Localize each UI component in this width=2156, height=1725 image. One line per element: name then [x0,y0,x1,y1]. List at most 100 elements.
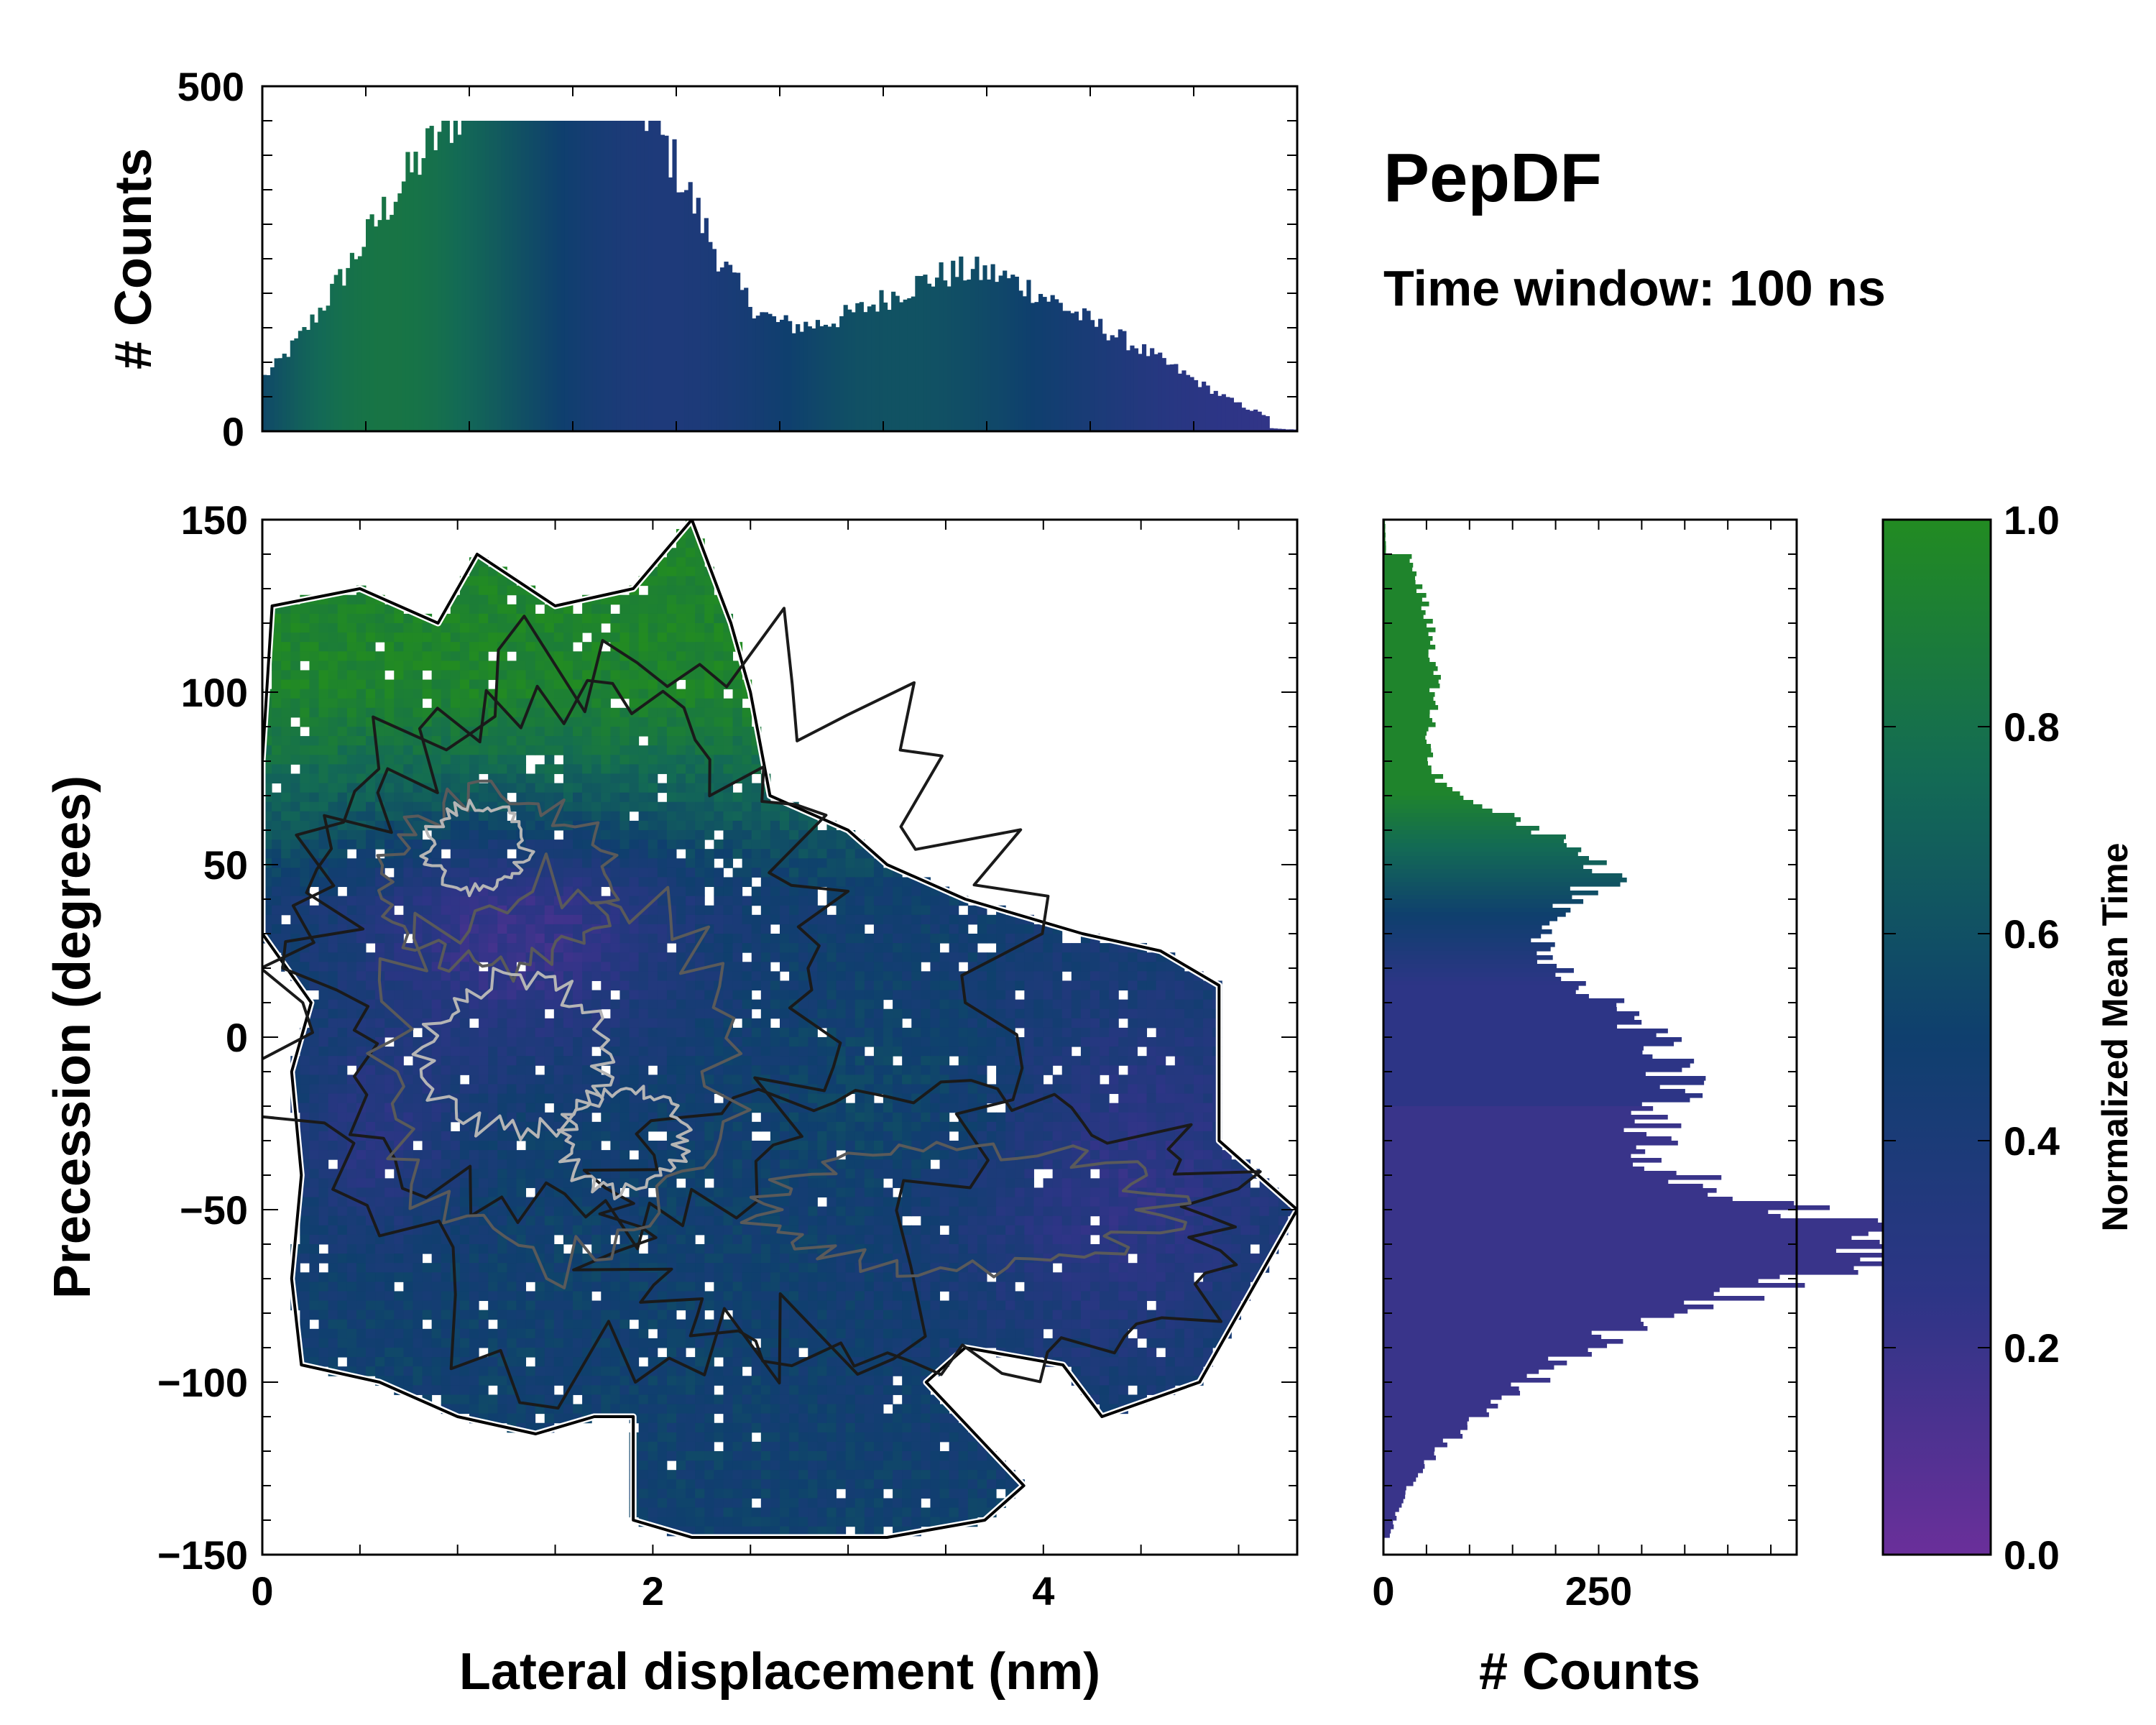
heatmap-cell [573,1075,583,1085]
heatmap-cell [751,820,762,831]
heatmap-cell [723,773,734,784]
heatmap-cell [723,1178,734,1188]
heatmap-cell [300,858,310,868]
heatmap-cell [553,1093,564,1104]
heatmap-cell [657,868,668,878]
heatmap-cell [422,952,433,962]
heatmap-cell [422,801,433,812]
heatmap-cell [479,896,489,906]
heatmap-cell [619,1159,630,1169]
heatmap-cell [704,1046,714,1057]
heatmap-cell [760,1489,771,1499]
heatmap-cell [780,1432,790,1443]
heatmap-cell [751,1046,762,1057]
top-histogram-bar [995,282,1000,431]
heatmap-cell [366,1112,376,1123]
heatmap-cell [573,1244,583,1254]
heatmap-cell [441,1084,451,1095]
heatmap-cell [413,1234,423,1245]
heatmap-cell [281,670,291,681]
heatmap-cell [591,604,602,615]
heatmap-cell [686,840,696,850]
heatmap-cell [525,1056,536,1066]
heatmap-cell [638,801,649,812]
heatmap-cell [441,1376,451,1386]
heatmap-cell [695,811,705,822]
heatmap-cell [610,1385,620,1395]
heatmap-cell [751,1507,762,1518]
heatmap-cell [582,1178,592,1188]
heatmap-cell [375,651,385,661]
heatmap-cell [657,1159,668,1169]
heatmap-cell [619,632,630,643]
heatmap-cell [732,811,743,822]
heatmap-cell [686,1451,696,1461]
heatmap-cell [366,1187,376,1198]
heatmap-cell [384,1215,395,1226]
heatmap-cell [328,952,338,962]
heatmap-cell [516,1187,527,1198]
heatmap-cell [375,727,385,737]
heatmap-cell [441,1056,451,1066]
heatmap-cell [676,736,686,746]
heatmap-cell [629,1065,640,1075]
heatmap-cell [619,707,630,718]
heatmap-cell [366,1159,376,1169]
heatmap-cell [535,792,545,803]
heatmap-cell [695,689,705,699]
heatmap-cell [695,999,705,1010]
heatmap-cell [488,934,498,944]
heatmap-cell [723,1385,734,1395]
heatmap-cell [723,1254,734,1264]
heatmap-cell [394,613,404,624]
heatmap-cell [666,1206,677,1217]
heatmap-cell [610,1197,620,1208]
heatmap-cell [638,999,649,1010]
heatmap-cell [638,1159,649,1169]
heatmap-cell [732,1027,743,1038]
heatmap-cell [300,613,310,624]
heatmap-cell [375,689,385,699]
heatmap-cell [394,1376,404,1386]
heatmap-cell [422,868,433,878]
heatmap-cell [356,877,367,888]
heatmap-cell [346,1206,357,1217]
heatmap-cell [469,717,479,727]
top-histogram-bar [1010,275,1015,431]
heatmap-cell [309,661,320,671]
top-histogram-bar [1074,311,1079,431]
heatmap-cell [328,1197,338,1208]
heatmap-cell [516,707,527,718]
top-histogram-bar [1174,364,1179,431]
heatmap-cell [648,1121,658,1132]
heatmap-cell [516,924,527,934]
heatmap-cell [413,1056,423,1066]
heatmap-cell [638,1027,649,1038]
heatmap-cell [318,604,329,615]
heatmap-cell [638,613,649,624]
heatmap-cell [591,914,602,925]
heatmap-cell [544,1169,555,1179]
heatmap-cell [610,661,620,671]
heatmap-cell [281,679,291,690]
heatmap-cell [648,679,658,690]
top-histogram-bar [533,121,538,431]
heatmap-cell [272,679,282,690]
heatmap-cell [686,896,696,906]
heatmap-cell [450,943,461,953]
heatmap-cell [497,1150,507,1160]
heatmap-cell [431,1008,442,1019]
heatmap-cell [751,1272,762,1282]
heatmap-cell [544,811,555,822]
heatmap-cell [507,585,517,596]
heatmap-cell [723,934,734,944]
heatmap-cell [318,1141,329,1151]
heatmap-cell [610,999,620,1010]
heatmap-cell [356,727,367,737]
heatmap-cell [544,736,555,746]
heatmap-cell [742,1037,752,1047]
top-histogram-bar [815,320,820,431]
heatmap-cell [723,1526,734,1537]
heatmap-cell [441,840,451,850]
heatmap-cell [413,840,423,850]
